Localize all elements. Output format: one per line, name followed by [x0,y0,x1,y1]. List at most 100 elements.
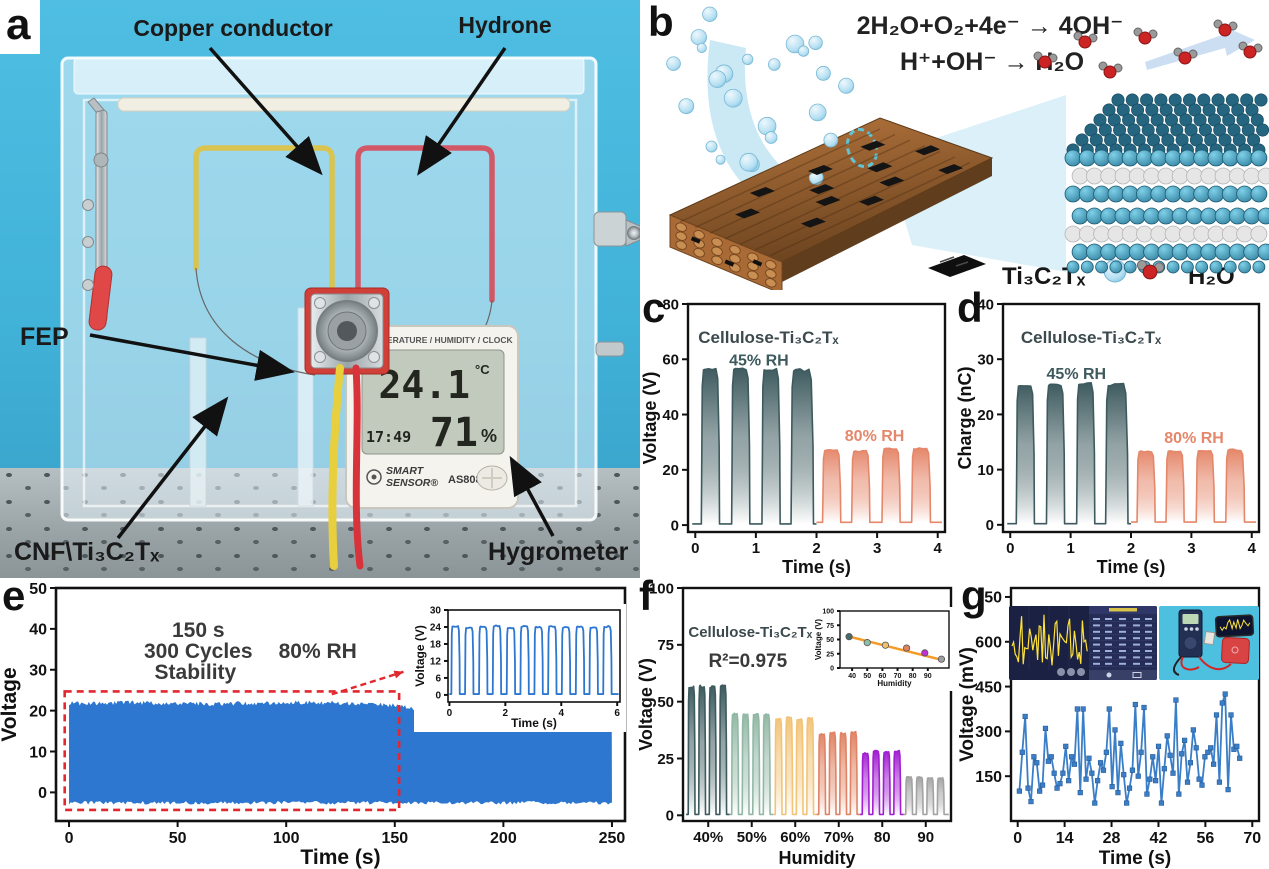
svg-text:Voltage (mV): Voltage (mV) [959,647,978,762]
svg-text:60%: 60% [780,829,810,846]
hygrometer-arrow [509,455,555,537]
svg-text:Humidity: Humidity [877,679,912,688]
svg-text:10: 10 [977,462,994,479]
svg-text:100: 100 [822,609,834,616]
svg-text:150: 150 [975,769,1002,786]
gas-fitting [593,211,640,357]
svg-text:30: 30 [430,606,442,617]
svg-text:12: 12 [430,657,442,668]
fep-arrow [89,333,295,381]
panel-d-charge-chart: Cellulose-Ti₃C₂Tₓ 45% RH 80% RH 0 1 2 3 4 0 10 20 3… [955,285,1269,578]
svg-text:24: 24 [430,623,442,634]
svg-text:50: 50 [169,830,187,847]
svg-text:Time (s): Time (s) [511,716,557,730]
svg-text:200: 200 [490,830,517,847]
humidity-fit-inset-chart: 40 50 60 70 80 90 0 25 50 75 100 Humidity Voltage (V… [814,607,954,691]
svg-text:0: 0 [1006,540,1014,557]
panel-letter-f: f [639,572,653,619]
svg-text:0: 0 [691,540,699,557]
svg-text:Time (s): Time (s) [1099,848,1172,869]
svg-text:80% RH: 80% RH [845,428,905,445]
svg-text:250: 250 [599,830,626,847]
svg-text:6: 6 [435,674,441,685]
svg-text:25: 25 [657,751,674,768]
svg-text:80: 80 [662,296,679,313]
svg-text:2: 2 [503,708,509,719]
panel-c-voltage-chart: Cellulose-Ti₃C₂Tₓ 45% RH 80% RH 0 1 2 3 4 0 20 40 6… [640,285,955,578]
svg-text:0: 0 [830,666,834,673]
hydrone-arrow [417,47,507,176]
svg-text:Time (s): Time (s) [1097,557,1166,577]
svg-text:4: 4 [934,540,943,557]
svg-text:40%: 40% [693,829,723,846]
panel-e-stability-chart: 150 s 300 Cycles Stability 80% RH 0 50 100 150 2… [0,573,637,869]
svg-text:90: 90 [924,673,932,680]
stability-inset-chart: 0 2 4 6 0 6 12 18 24 30 Time (s) Voltage (V) [414,604,626,732]
brand-line2: SENSOR® [386,477,438,489]
svg-text:40: 40 [977,296,994,313]
svg-text:300 Cycles: 300 Cycles [144,640,253,663]
lcd-time: 17:49 [366,428,411,446]
brand-logo-dot-icon [371,474,377,480]
svg-text:Time (s): Time (s) [300,846,380,869]
svg-text:3: 3 [873,540,881,557]
svg-text:50%: 50% [737,829,767,846]
lcd-temperature: 24.1 [378,363,470,407]
svg-text:60: 60 [662,352,679,369]
svg-text:4: 4 [558,708,564,719]
yellow-cable [328,364,344,570]
svg-text:20: 20 [29,703,47,720]
mechanism-art: 2H₂O+O₂+4e⁻ → 4OH⁻ H⁺+OH⁻ → H₂O Ti₃C₂Tₓ … [666,6,1269,290]
svg-text:Cellulose-Ti₃C₂Tₓ: Cellulose-Ti₃C₂Tₓ [698,328,839,347]
svg-text:0: 0 [666,808,674,825]
svg-text:Voltage (V): Voltage (V) [414,625,427,687]
panel-letter-a: a [0,0,41,55]
panel-a-photo: TEMPERATURE / HUMIDITY / CLOCK 24.1 °C 1… [0,0,640,578]
lcd-humidity-unit: % [481,426,497,446]
photo-annotations: Copper conductor Hydrone FEP CNF\Ti₃C₂Tₓ… [14,12,629,566]
svg-text:80: 80 [909,673,917,680]
svg-text:20: 20 [977,407,994,424]
panel-letter-g: g [961,572,987,619]
svg-text:0: 0 [986,517,994,534]
experiment-photo-art: TEMPERATURE / HUMIDITY / CLOCK 24.1 °C 1… [14,12,640,570]
svg-text:70: 70 [1243,830,1261,847]
svg-text:18: 18 [430,640,442,651]
svg-text:45% RH: 45% RH [729,353,789,370]
svg-text:50: 50 [657,694,674,711]
voltage-app-screenshot-photo [1009,606,1157,680]
svg-text:6: 6 [614,708,620,719]
svg-text:Charge (nC): Charge (nC) [955,366,975,469]
svg-text:45% RH: 45% RH [1047,366,1107,383]
clamp [82,97,113,331]
lcd-temp-unit: °C [475,362,490,377]
svg-text:2: 2 [1127,540,1135,557]
flake-texture-icon [939,256,969,267]
svg-text:1: 1 [1066,540,1074,557]
svg-text:28: 28 [1103,830,1121,847]
brand-logo-icon [366,469,382,485]
svg-text:450: 450 [975,679,1002,696]
svg-text:Cellulose-Ti₃C₂Tₓ: Cellulose-Ti₃C₂Tₓ [688,624,812,641]
panel-b-schematic: 2H₂O+O₂+4e⁻ → 4OH⁻ H⁺+OH⁻ → H₂O Ti₃C₂Tₓ … [640,0,1269,290]
svg-text:75: 75 [657,637,674,654]
panel-f-humidity-chart: Cellulose-Ti₃C₂Tₓ R²=0.975 40% 50% 60% 70% 80 9… [637,573,959,869]
svg-text:750: 750 [975,590,1002,607]
panel-letter-e: e [2,572,26,619]
svg-text:300: 300 [975,724,1002,741]
svg-text:Voltage (V): Voltage (V) [637,658,656,751]
svg-text:40: 40 [848,673,856,680]
cnf-film [189,337,207,507]
cnf-label: CNF\Ti₃C₂Tₓ [14,538,160,566]
svg-text:60: 60 [878,673,886,680]
svg-text:10: 10 [29,744,47,761]
svg-text:1: 1 [752,540,760,557]
hygrometer-label: Hygrometer [488,538,629,566]
svg-text:20: 20 [662,462,679,479]
svg-text:14: 14 [1056,830,1074,847]
copper-conductor-label: Copper conductor [133,15,332,41]
svg-text:70%: 70% [824,829,854,846]
svg-text:Voltage: Voltage [0,667,21,741]
